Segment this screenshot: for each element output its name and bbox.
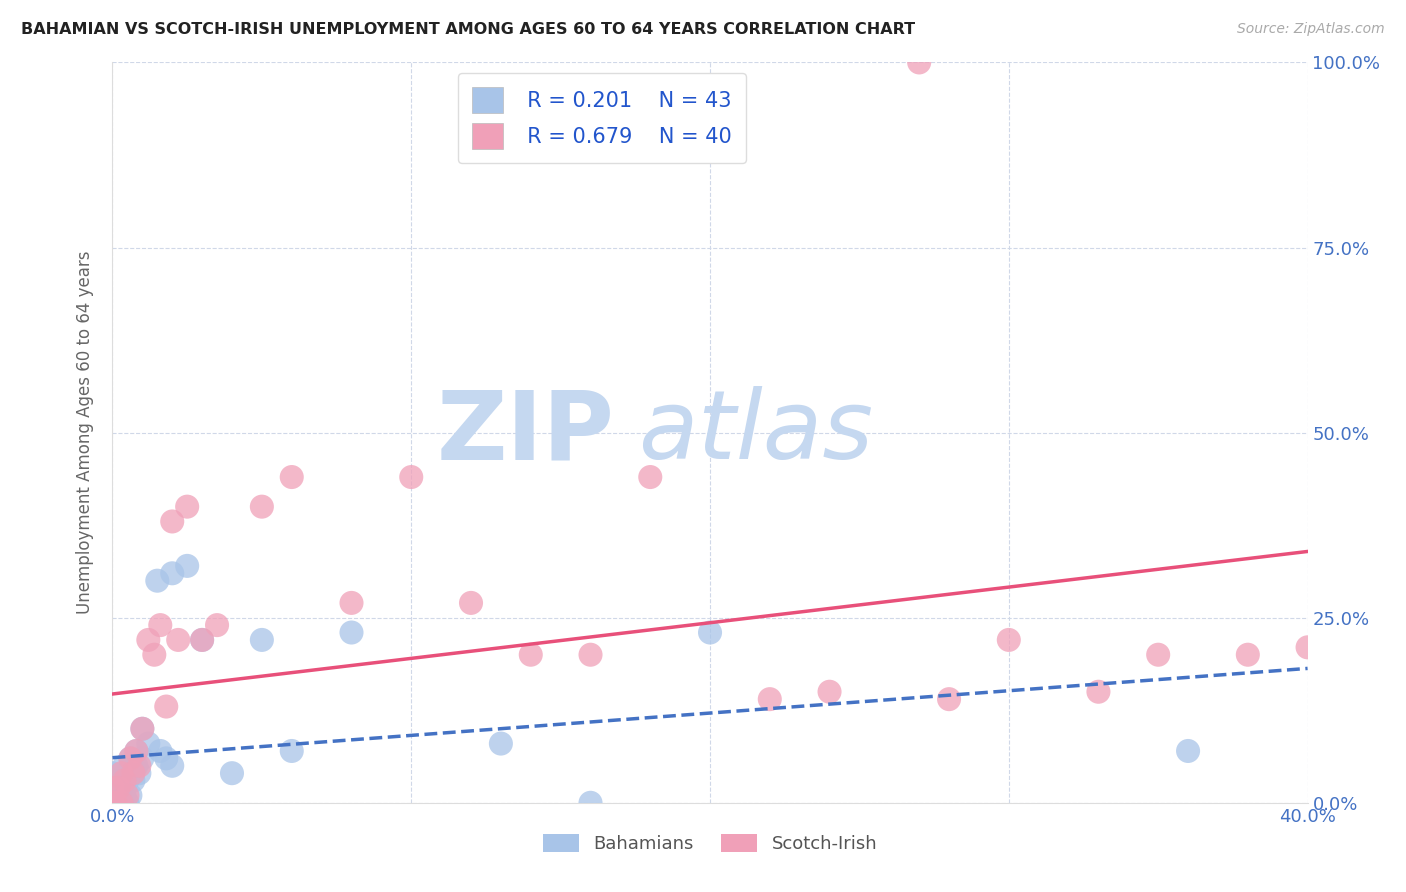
Point bbox=[128, 758, 150, 772]
Point bbox=[149, 744, 172, 758]
Point bbox=[125, 744, 148, 758]
Point bbox=[114, 758, 135, 772]
Point bbox=[250, 632, 273, 647]
Point bbox=[101, 796, 124, 810]
Point bbox=[104, 796, 127, 810]
Point bbox=[114, 773, 135, 788]
Point bbox=[125, 758, 148, 772]
Point bbox=[101, 789, 124, 803]
Point bbox=[579, 796, 602, 810]
Point bbox=[640, 470, 662, 484]
Point bbox=[1296, 640, 1319, 655]
Point bbox=[101, 773, 124, 788]
Point bbox=[221, 766, 243, 780]
Point bbox=[110, 780, 132, 795]
Point bbox=[120, 751, 142, 765]
Point bbox=[579, 648, 602, 662]
Point bbox=[162, 566, 183, 581]
Point bbox=[162, 515, 183, 529]
Legend: Bahamians, Scotch-Irish: Bahamians, Scotch-Irish bbox=[536, 827, 884, 861]
Point bbox=[1237, 648, 1260, 662]
Point bbox=[131, 751, 153, 765]
Point bbox=[120, 789, 142, 803]
Point bbox=[117, 789, 139, 803]
Text: Source: ZipAtlas.com: Source: ZipAtlas.com bbox=[1237, 22, 1385, 37]
Point bbox=[818, 685, 841, 699]
Point bbox=[176, 500, 198, 514]
Point bbox=[117, 773, 139, 788]
Point bbox=[699, 625, 721, 640]
Point bbox=[998, 632, 1021, 647]
Point bbox=[1177, 744, 1199, 758]
Point bbox=[1147, 648, 1170, 662]
Point bbox=[138, 632, 160, 647]
Point bbox=[460, 596, 482, 610]
Point bbox=[110, 796, 132, 810]
Point bbox=[131, 722, 153, 736]
Point bbox=[146, 574, 169, 588]
Point bbox=[101, 796, 124, 810]
Point bbox=[340, 625, 363, 640]
Point bbox=[1087, 685, 1109, 699]
Point bbox=[101, 796, 124, 810]
Point bbox=[101, 796, 124, 810]
Point bbox=[122, 773, 145, 788]
Point bbox=[131, 722, 153, 736]
Point bbox=[520, 648, 543, 662]
Point bbox=[143, 648, 166, 662]
Point bbox=[110, 766, 132, 780]
Point bbox=[281, 744, 304, 758]
Point bbox=[125, 744, 148, 758]
Text: atlas: atlas bbox=[638, 386, 873, 479]
Point bbox=[107, 796, 129, 810]
Point bbox=[101, 789, 124, 803]
Point bbox=[120, 751, 142, 765]
Point bbox=[401, 470, 423, 484]
Point bbox=[938, 692, 960, 706]
Point bbox=[155, 699, 177, 714]
Point bbox=[176, 558, 198, 573]
Point bbox=[101, 766, 124, 780]
Point bbox=[107, 780, 129, 795]
Point bbox=[489, 737, 512, 751]
Point bbox=[759, 692, 782, 706]
Point bbox=[340, 596, 363, 610]
Point bbox=[205, 618, 228, 632]
Point bbox=[101, 780, 124, 795]
Point bbox=[250, 500, 273, 514]
Text: ZIP: ZIP bbox=[436, 386, 614, 479]
Point bbox=[114, 789, 135, 803]
Point bbox=[162, 758, 183, 772]
Point bbox=[101, 780, 124, 795]
Point bbox=[281, 470, 304, 484]
Point bbox=[101, 796, 124, 810]
Point bbox=[128, 766, 150, 780]
Point bbox=[122, 766, 145, 780]
Point bbox=[107, 789, 129, 803]
Point bbox=[167, 632, 190, 647]
Point bbox=[101, 780, 124, 795]
Point bbox=[191, 632, 214, 647]
Point bbox=[149, 618, 172, 632]
Point bbox=[908, 55, 931, 70]
Point bbox=[191, 632, 214, 647]
Point bbox=[101, 796, 124, 810]
Point bbox=[110, 796, 132, 810]
Point bbox=[117, 796, 139, 810]
Y-axis label: Unemployment Among Ages 60 to 64 years: Unemployment Among Ages 60 to 64 years bbox=[76, 251, 94, 615]
Text: BAHAMIAN VS SCOTCH-IRISH UNEMPLOYMENT AMONG AGES 60 TO 64 YEARS CORRELATION CHAR: BAHAMIAN VS SCOTCH-IRISH UNEMPLOYMENT AM… bbox=[21, 22, 915, 37]
Point bbox=[101, 796, 124, 810]
Point bbox=[138, 737, 160, 751]
Point bbox=[155, 751, 177, 765]
